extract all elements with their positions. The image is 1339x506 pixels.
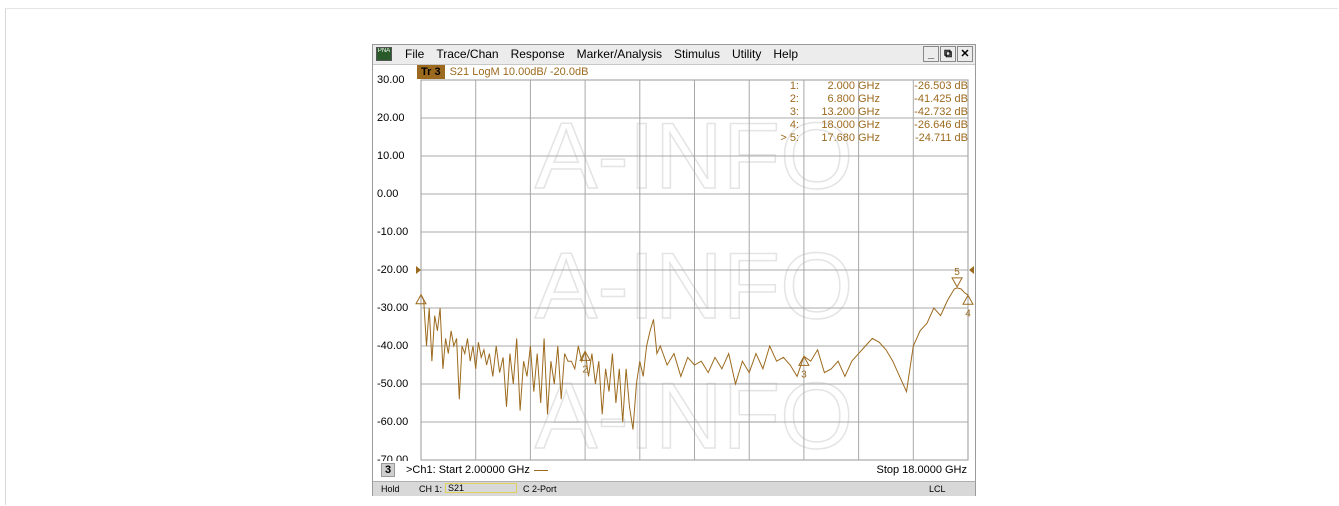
marker-readout-table: 1: 2.000 GHz -26.503 dB 2: 6.800 GHz -41.425 dB… — [759, 80, 969, 145]
reference-arrow-right — [969, 266, 974, 274]
marker-row[interactable]: 3: 13.200 GHz -42.732 dB — [759, 106, 969, 119]
pna-logo-icon[interactable]: PNA — [376, 47, 392, 61]
marker-value: -26.646 dB — [914, 119, 968, 131]
marker-3-symbol[interactable] — [798, 355, 810, 366]
stop-frequency-label[interactable]: Stop 18.0000 GHz — [876, 464, 967, 476]
start-frequency-label[interactable]: >Ch1: Start 2.00000 GHz — [406, 464, 548, 476]
marker-value: -41.425 dB — [914, 93, 968, 105]
y-tick-label: -40.00 — [377, 340, 409, 352]
trace-badge[interactable]: Tr 3 — [417, 65, 445, 79]
start-frequency-text: >Ch1: Start 2.00000 GHz — [406, 464, 530, 476]
menu-bar: PNA File Trace/Chan Response Marker/Analysi… — [373, 45, 975, 65]
minimize-button[interactable]: _ — [923, 46, 939, 62]
marker-row[interactable]: > 5: 17.680 GHz -24.711 dB — [759, 132, 969, 145]
window-controls: _ ⧉ ✕ — [923, 46, 973, 62]
marker-frequency: 17.680 — [821, 132, 855, 144]
marker-row[interactable]: 2: 6.800 GHz -41.425 dB — [759, 93, 969, 106]
marker-frequency: 2.000 — [827, 80, 855, 92]
marker-unit: GHz — [858, 132, 880, 144]
marker-4-symbol[interactable] — [962, 294, 974, 305]
y-tick-label: 0.00 — [377, 188, 399, 200]
marker-group: 2 3 4 5 — [415, 267, 974, 380]
y-tick-label: 10.00 — [377, 150, 405, 162]
status-hold[interactable]: Hold — [381, 484, 400, 494]
y-tick-label: -10.00 — [377, 226, 409, 238]
trace-legend-line — [533, 469, 548, 471]
marker-row[interactable]: 4: 18.000 GHz -26.646 dB — [759, 119, 969, 132]
trace-title[interactable]: S21 LogM 10.00dB/ -20.0dB — [449, 66, 589, 78]
status-port: C 2-Port — [523, 484, 557, 494]
plot-grid — [420, 79, 969, 461]
marker-label: 4: — [789, 119, 799, 131]
trace-line-group — [420, 287, 969, 430]
marker-3-label: 3 — [801, 369, 807, 380]
status-bar: Hold CH 1: S21 C 2-Port LCL — [373, 481, 975, 496]
trace-line[interactable] — [420, 287, 969, 430]
menu-help[interactable]: Help — [773, 47, 799, 61]
marker-5-label: 5 — [954, 267, 960, 278]
menu-marker-analysis[interactable]: Marker/Analysis — [576, 47, 662, 61]
menu-stimulus[interactable]: Stimulus — [674, 47, 721, 61]
y-tick-label: 20.00 — [377, 112, 405, 124]
marker-5-symbol[interactable] — [951, 277, 963, 288]
marker-label: 3: — [789, 106, 799, 118]
menu-file[interactable]: File — [405, 47, 425, 61]
reference-arrows — [416, 266, 974, 274]
status-measurement[interactable]: S21 — [445, 483, 517, 493]
y-tick-label: -60.00 — [377, 416, 409, 428]
y-tick-label: -30.00 — [377, 302, 409, 314]
marker-unit: GHz — [858, 106, 880, 118]
menu-response[interactable]: Response — [510, 47, 565, 61]
marker-unit: GHz — [858, 119, 880, 131]
close-button[interactable]: ✕ — [957, 46, 973, 62]
marker-value: -26.503 dB — [914, 80, 968, 92]
marker-value: -24.711 dB — [914, 132, 968, 144]
marker-2-label: 2 — [582, 364, 588, 375]
marker-unit: GHz — [858, 93, 880, 105]
y-tick-label: 30.00 — [377, 74, 405, 86]
marker-value: -42.732 dB — [914, 106, 968, 118]
reference-arrow-left — [416, 266, 421, 274]
marker-row[interactable]: 1: 2.000 GHz -26.503 dB — [759, 80, 969, 93]
menu-trace-chan[interactable]: Trace/Chan — [436, 47, 499, 61]
marker-frequency: 13.200 — [821, 106, 855, 118]
marker-4-label: 4 — [965, 308, 971, 319]
stimulus-info-bar: 3 >Ch1: Start 2.00000 GHz Stop 18.0000 G… — [373, 461, 975, 479]
page-frame — [5, 8, 1338, 505]
marker-frequency: 6.800 — [827, 93, 855, 105]
marker-2-symbol[interactable] — [579, 350, 591, 361]
marker-label: 2: — [789, 93, 799, 105]
trace-header: Tr 3 S21 LogM 10.00dB/ -20.0dB — [417, 65, 588, 79]
menu-list: File Trace/Chan Response Marker/Analysis Sti… — [405, 47, 810, 61]
status-lcl[interactable]: LCL — [929, 484, 946, 494]
y-tick-label: -50.00 — [377, 378, 409, 390]
marker-label: > 5: — [780, 132, 799, 144]
status-channel: CH 1: — [419, 484, 443, 494]
restore-button[interactable]: ⧉ — [940, 46, 956, 62]
menu-utility[interactable]: Utility — [732, 47, 762, 61]
marker-unit: GHz — [858, 80, 880, 92]
channel-number-badge[interactable]: 3 — [381, 463, 395, 477]
pna-window: PNA File Trace/Chan Response Marker/Analysi… — [372, 44, 976, 496]
marker-label: 1: — [789, 80, 799, 92]
marker-frequency: 18.000 — [821, 119, 855, 131]
y-tick-label: -20.00 — [377, 264, 409, 276]
marker-1-symbol[interactable] — [415, 293, 427, 305]
